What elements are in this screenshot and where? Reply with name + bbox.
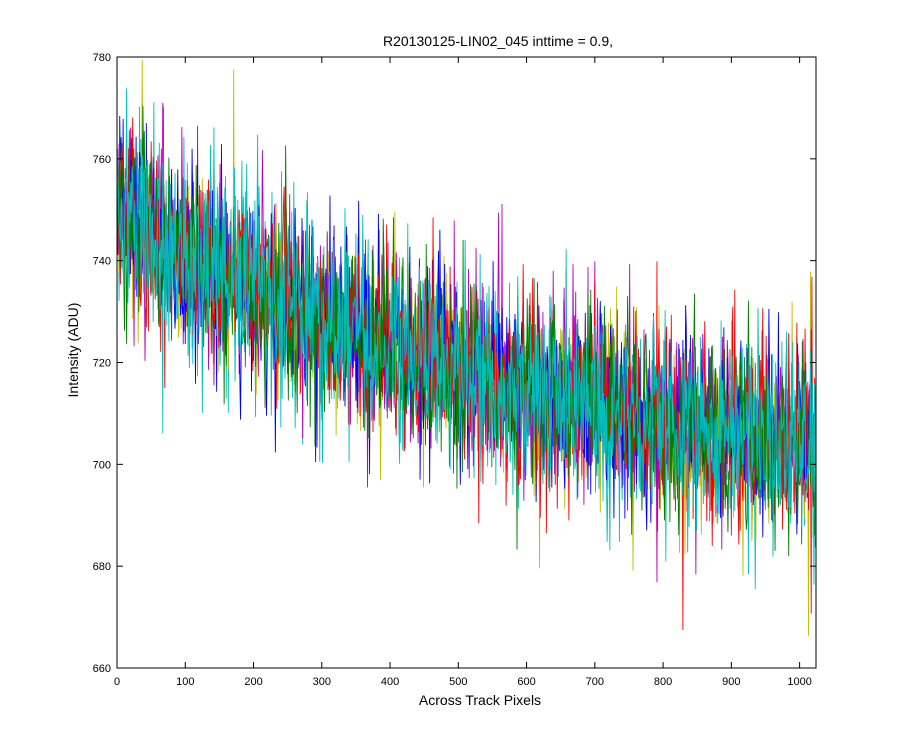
x-axis: 0 100 200 300 400 500 600 700 800 900 1000 (114, 57, 812, 688)
x-tick-label: 700 (586, 676, 604, 688)
x-tick-label: 300 (313, 676, 331, 688)
x-tick-label: 100 (176, 676, 194, 688)
x-tick-label: 800 (654, 676, 672, 688)
x-tick-label: 0 (114, 676, 120, 688)
y-axis: 660 680 700 720 740 760 780 (93, 52, 816, 675)
series-line-7 (116, 88, 817, 574)
x-axis-label: Across Track Pixels (419, 692, 541, 708)
y-tick-label: 740 (93, 256, 111, 268)
x-tick-label: 600 (517, 676, 535, 688)
series-layer (116, 59, 817, 636)
y-axis-label: Intensity (ADU) (65, 303, 81, 398)
chart-title: R20130125-LIN02_045 inttime = 0.9, (383, 33, 613, 49)
x-tick-label: 500 (449, 676, 467, 688)
x-tick-label: 900 (722, 676, 740, 688)
y-tick-label: 780 (93, 52, 111, 64)
x-tick-label: 400 (381, 676, 399, 688)
x-tick-label: 1000 (787, 676, 811, 688)
y-tick-label: 680 (93, 561, 111, 573)
y-tick-label: 660 (93, 663, 111, 675)
y-tick-label: 720 (93, 358, 111, 370)
x-tick-label: 200 (244, 676, 262, 688)
y-tick-label: 760 (93, 154, 111, 166)
y-tick-label: 700 (93, 459, 111, 471)
